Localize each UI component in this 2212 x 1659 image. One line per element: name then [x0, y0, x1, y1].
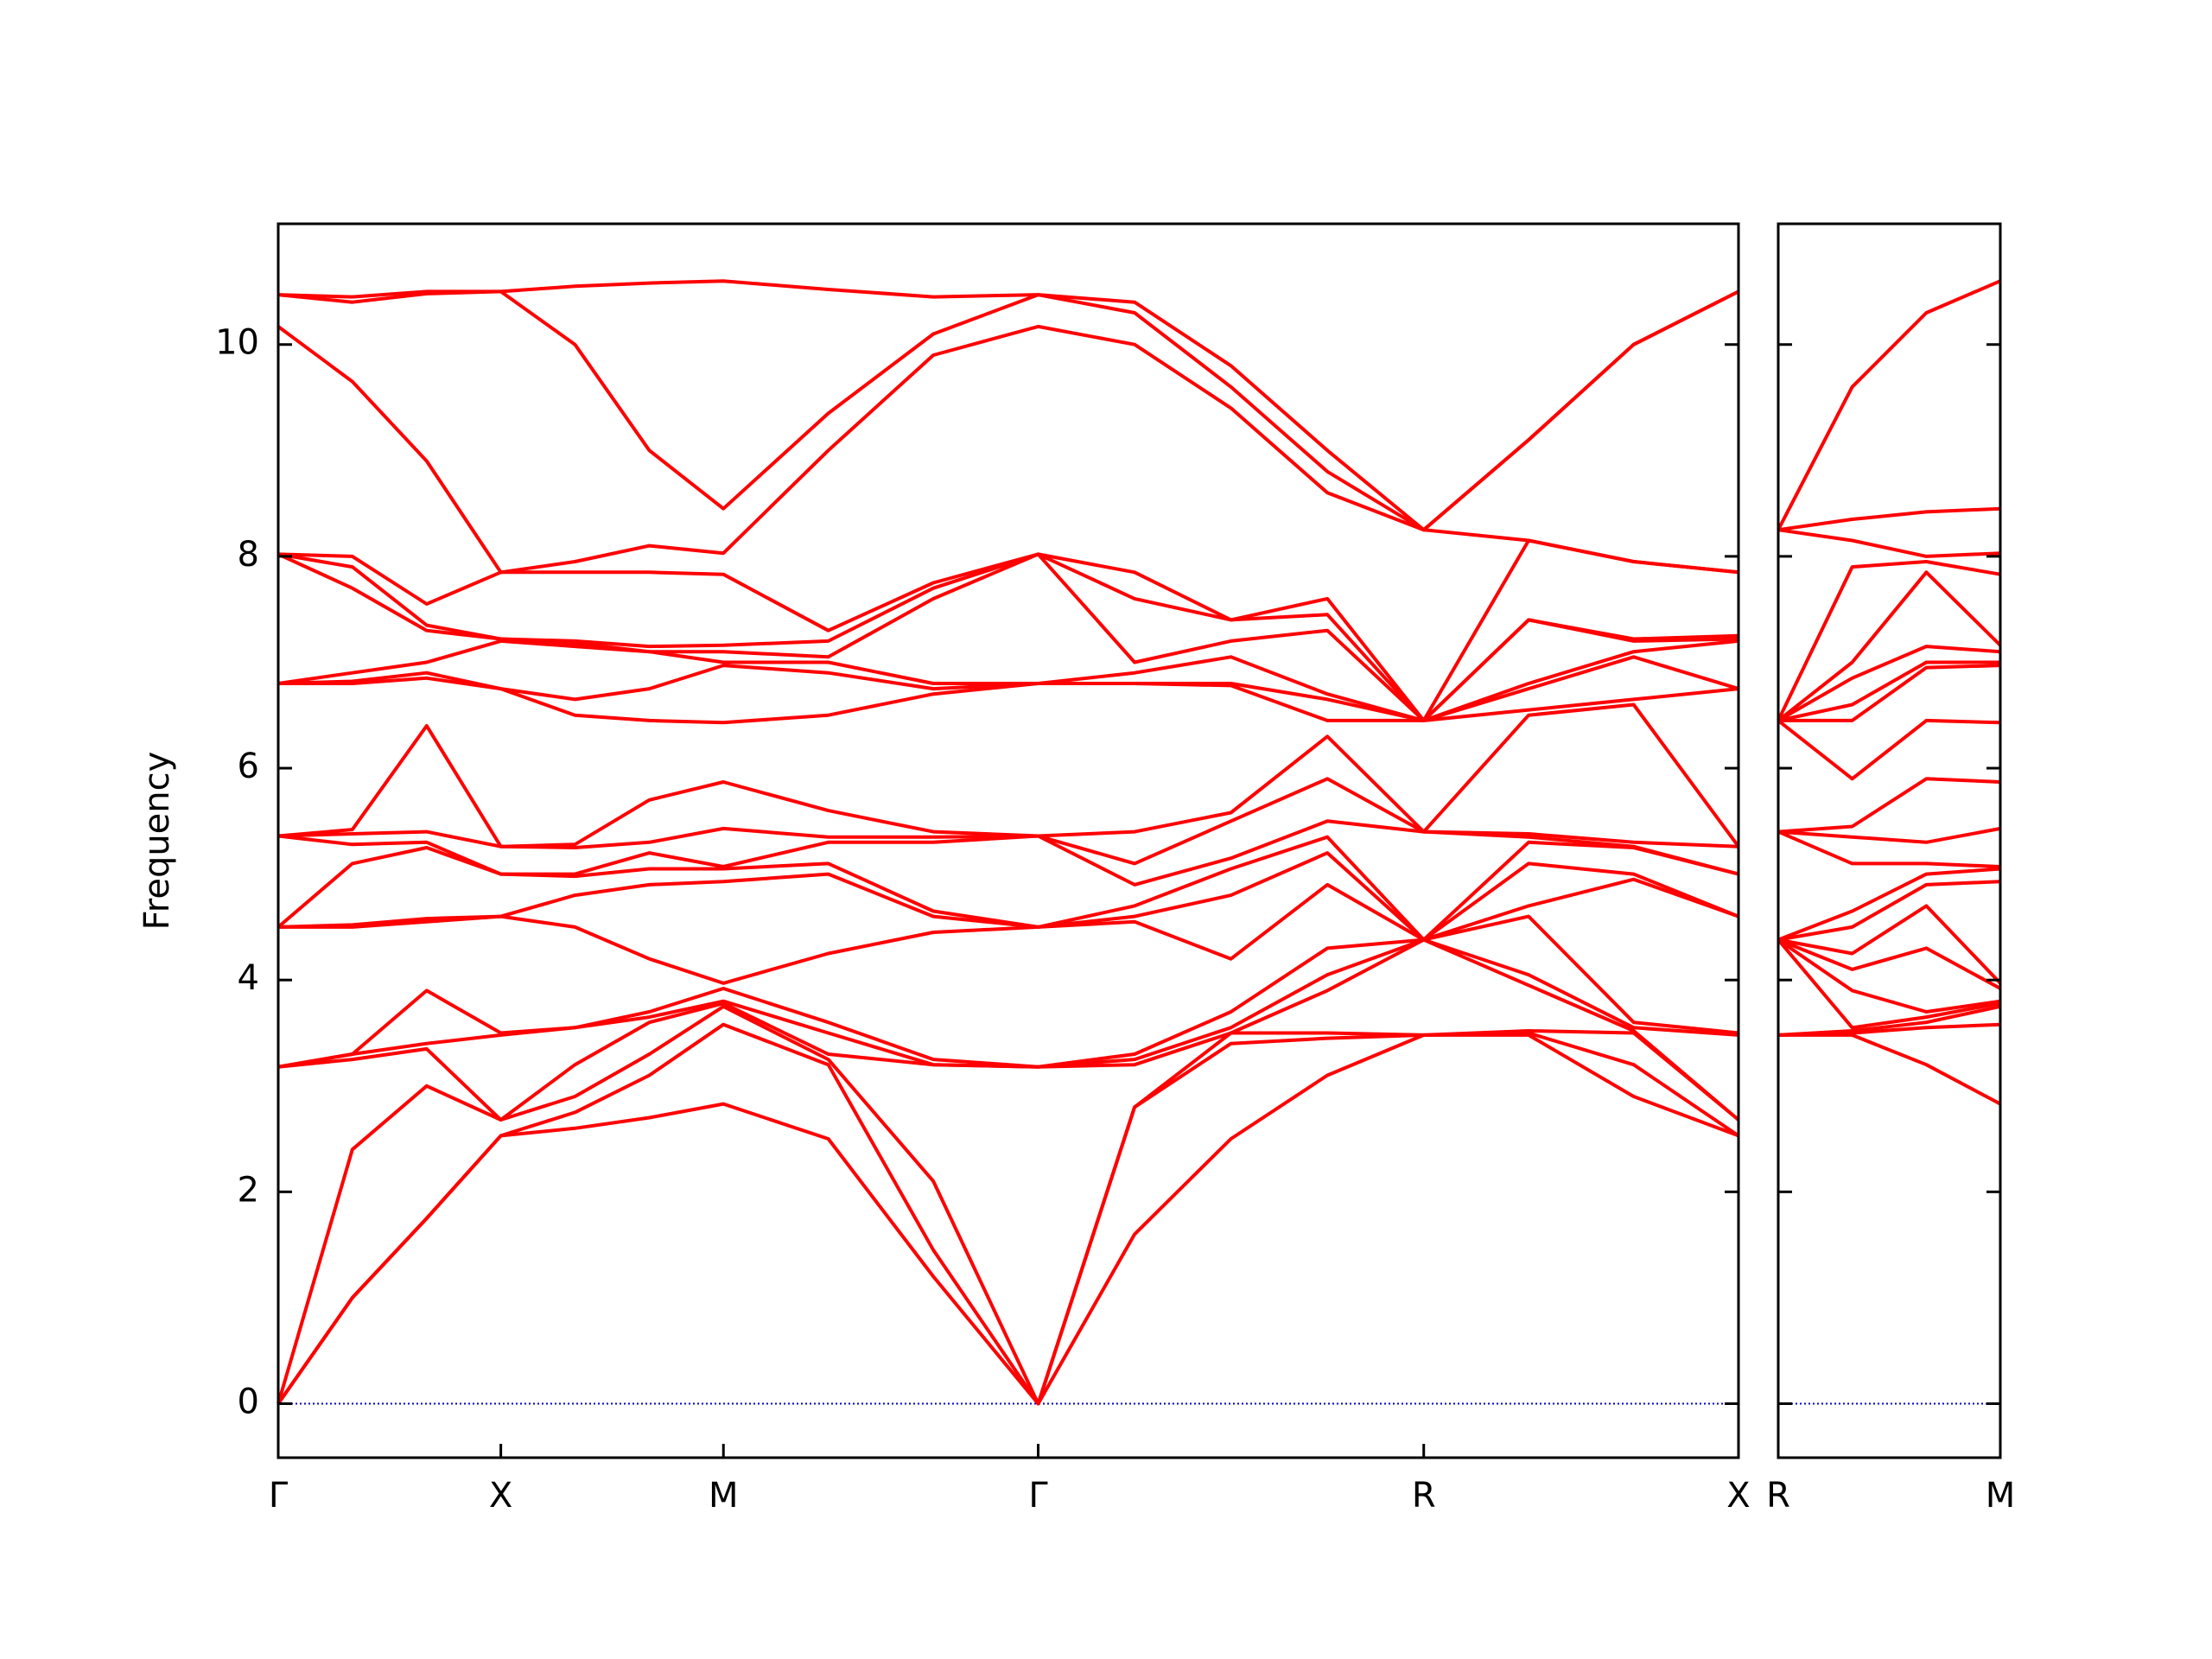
band-line: [1777, 560, 2001, 721]
band-line: [1777, 570, 2002, 722]
band-line: [277, 851, 1739, 942]
band-line: [1777, 645, 2001, 722]
band-line: [277, 702, 1740, 849]
band-line: [277, 289, 1739, 532]
plot-frame: [1777, 222, 2002, 1459]
x-tick-label: X: [489, 1476, 512, 1516]
band-line: [277, 639, 1739, 722]
y-tick-label: 4: [238, 958, 259, 998]
x-tick-label: R: [1766, 1476, 1790, 1516]
band-line: [1778, 664, 2001, 722]
plot-frame: [276, 222, 1740, 1459]
band-line: [1777, 880, 2001, 942]
y-tick-label: 2: [238, 1170, 259, 1210]
band-line: [1777, 938, 2001, 1014]
band-line: [1777, 1004, 2001, 1037]
band-line: [277, 279, 1739, 532]
band-line: [1777, 777, 2001, 834]
band-line: [278, 877, 1739, 985]
band-line: [1777, 660, 2000, 722]
band-line: [277, 538, 1739, 722]
y-tick-label: 6: [238, 747, 259, 786]
y-axis-label: Frequency: [137, 752, 177, 931]
band-line: [277, 777, 1739, 866]
y-tick-label: 0: [238, 1382, 259, 1421]
band-line: [1777, 506, 2001, 532]
band-line: [1777, 718, 2001, 781]
band-line: [1777, 830, 2001, 868]
band-line: [1777, 867, 2001, 942]
y-tick-label: 8: [238, 535, 259, 575]
x-tick-label: M: [1986, 1476, 2016, 1516]
y-tick-label: 10: [215, 323, 259, 363]
band-line: [1777, 528, 2001, 558]
band-line: [1777, 904, 2002, 985]
band-line: [1777, 938, 2001, 1030]
band-line: [1777, 279, 2001, 531]
band-line: [276, 1033, 1739, 1406]
x-tick-label: R: [1412, 1476, 1436, 1516]
x-tick-label: Γ: [1028, 1476, 1048, 1516]
band-line: [276, 1022, 1740, 1406]
band-line: [276, 324, 1739, 575]
band-line: [277, 938, 1739, 1069]
band-line: [1777, 938, 2001, 990]
x-tick-label: M: [709, 1476, 739, 1516]
band-line: [277, 914, 1739, 1069]
band-line: [1777, 826, 2001, 844]
x-tick-label: X: [1726, 1476, 1750, 1516]
band-line: [276, 1004, 1740, 1406]
band-line: [1778, 1033, 2001, 1106]
x-tick-label: Γ: [269, 1476, 289, 1516]
band-line: [277, 552, 1739, 722]
